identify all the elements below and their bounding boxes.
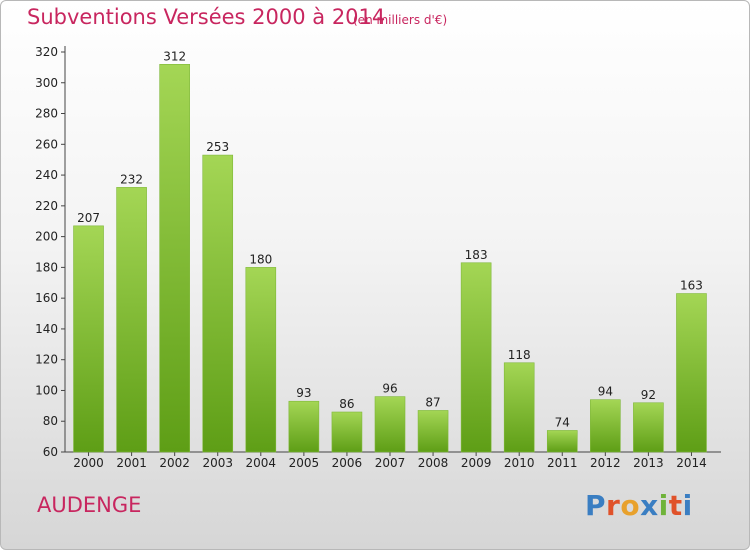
logo-letter: P: [585, 489, 607, 522]
bar-2011: [546, 430, 578, 453]
x-tick-label: 2013: [633, 456, 664, 470]
chart-title: Subventions Versées 2000 à 2014: [27, 5, 386, 29]
bar-2012: [590, 399, 621, 453]
value-label: 92: [641, 388, 656, 402]
value-label: 93: [296, 386, 311, 400]
bar-2004: [245, 267, 277, 453]
y-tick-label: 140: [35, 322, 58, 336]
x-tick-label: 2012: [590, 456, 621, 470]
bar-2006: [331, 411, 363, 453]
x-tick-label: 2004: [246, 456, 277, 470]
x-tick-label: 2014: [676, 456, 707, 470]
x-tick-label: 2001: [116, 456, 147, 470]
bar-2001: [116, 187, 147, 453]
bar-2003: [202, 154, 234, 453]
x-tick-label: 2000: [73, 456, 104, 470]
chart-subtitle: (en milliers d'€): [353, 13, 448, 27]
y-tick-label: 120: [35, 353, 58, 367]
bar-2002: [159, 64, 190, 453]
x-tick-label: 2008: [418, 456, 449, 470]
value-label: 96: [382, 382, 397, 396]
value-label: 163: [680, 279, 703, 293]
value-label: 312: [163, 49, 186, 63]
x-tick-label: 2002: [159, 456, 190, 470]
value-label: 183: [465, 248, 488, 262]
x-tick-label: 2010: [504, 456, 535, 470]
bar-2010: [503, 362, 535, 453]
x-tick-label: 2009: [461, 456, 492, 470]
logo-letter: o: [620, 489, 641, 522]
value-label: 86: [339, 397, 354, 411]
value-label: 74: [555, 415, 570, 429]
x-tick-label: 2005: [289, 456, 320, 470]
y-tick-label: 260: [35, 137, 58, 151]
y-tick-label: 220: [35, 199, 58, 213]
y-tick-label: 240: [35, 168, 58, 182]
y-tick-label: 160: [35, 291, 58, 305]
logo-letter: i: [682, 489, 693, 522]
bar-2000: [73, 225, 104, 453]
bar-2014: [676, 293, 707, 453]
proxiti-logo: Proxiti: [585, 489, 693, 522]
x-tick-label: 2003: [202, 456, 233, 470]
x-tick-label: 2007: [375, 456, 406, 470]
y-tick-label: 180: [35, 260, 58, 274]
value-label: 232: [120, 172, 143, 186]
logo-letter: x: [640, 489, 659, 522]
y-tick-label: 320: [35, 45, 58, 59]
bar-2005: [288, 400, 320, 453]
value-label: 253: [206, 140, 229, 154]
value-label: 180: [249, 252, 272, 266]
y-tick-label: 60: [43, 445, 58, 459]
y-tick-label: 300: [35, 76, 58, 90]
bar-2007: [374, 396, 406, 453]
bar-2009: [460, 262, 492, 453]
value-label: 94: [598, 385, 613, 399]
bar-2013: [633, 402, 664, 453]
y-tick-label: 80: [43, 414, 58, 428]
value-label: 87: [425, 395, 440, 409]
x-tick-label: 2006: [332, 456, 363, 470]
bar-2008: [417, 410, 449, 453]
commune-name: AUDENGE: [37, 493, 142, 517]
y-tick-label: 100: [35, 383, 58, 397]
logo-letter: i: [658, 489, 669, 522]
x-tick-label: 2011: [547, 456, 578, 470]
logo-letter: t: [668, 489, 683, 522]
value-label: 207: [77, 211, 100, 225]
logo-letter: r: [606, 489, 621, 522]
y-tick-label: 280: [35, 107, 58, 121]
y-tick-label: 200: [35, 230, 58, 244]
value-label: 118: [508, 348, 531, 362]
